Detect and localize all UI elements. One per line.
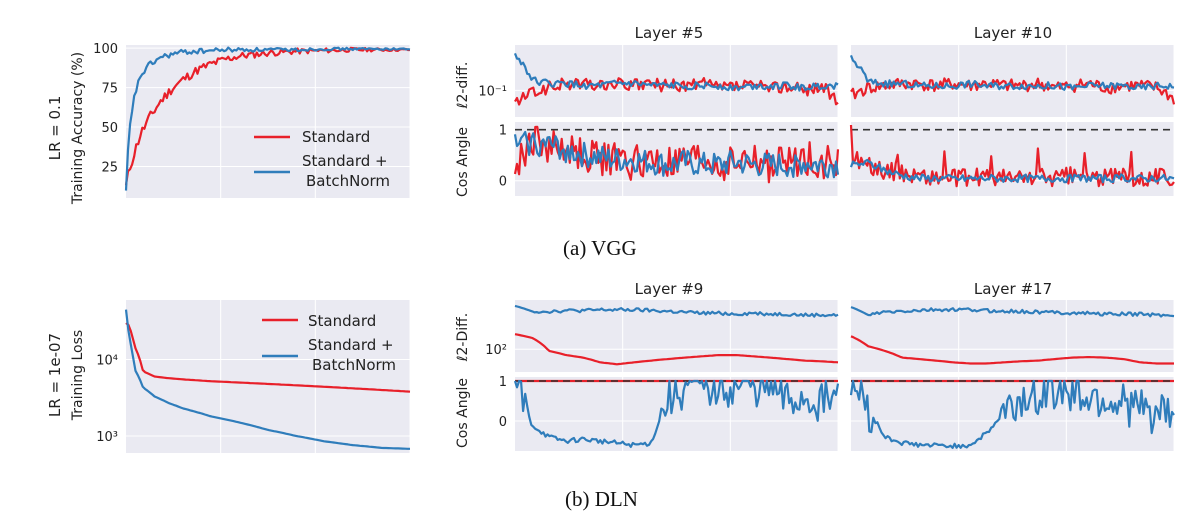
series-line-standard (850, 335, 1174, 365)
plot-vgg-l2-layer5: 10⁻¹ (478, 45, 839, 117)
y-tick-label: 0 (499, 175, 507, 190)
plot-dln-cos-layer17 (849, 377, 1175, 451)
plot-vgg-cos-layer10 (849, 122, 1175, 196)
caption-b: (b) DLN (565, 487, 638, 511)
title-layer5: Layer #5 (635, 24, 704, 42)
caption-a: (a) VGG (563, 236, 637, 260)
ylabel-cos-angle-b: Cos Angle (455, 378, 471, 448)
row-label-a: LR = 0.1 (46, 96, 64, 161)
plot-dln-l2-layer9: 10² (485, 300, 839, 372)
plot-vgg-cos-layer5: 10 (499, 122, 840, 196)
y-tick-label: 10³ (96, 430, 118, 445)
row-label-b: LR = 1e-07 (46, 333, 64, 417)
ylabel-l2-diff: ℓ2-diff. (455, 62, 471, 110)
y-tick-label: 1 (499, 124, 507, 139)
legend-label-batchnorm-1: Standard + (308, 336, 394, 354)
y-tick-label: 10² (485, 343, 507, 358)
legend-label-batchnorm-2: BatchNorm (312, 356, 396, 374)
plot-dln-cos-layer9: 10 (499, 375, 840, 451)
row-b-dln: LR = 1e-07 Training Loss 10³ 10⁴ Standard… (46, 280, 1175, 453)
series-line-batchnorm (124, 46, 411, 191)
legend-label-batchnorm-1: Standard + (302, 152, 388, 170)
series-line-batchnorm (849, 158, 1175, 184)
series-line-batchnorm (513, 379, 840, 448)
series-line-batchnorm (850, 306, 1175, 318)
series-line-standard (125, 322, 411, 393)
title-layer17: Layer #17 (974, 280, 1052, 298)
row-a-vgg: LR = 0.1 Training Accuracy (%) 25 50 75 100… (46, 24, 1176, 205)
legend-label-standard: Standard (302, 128, 370, 146)
legend-vgg: Standard Standard + BatchNorm (254, 128, 390, 190)
y-tick-label: 50 (101, 121, 118, 136)
title-layer10: Layer #10 (974, 24, 1052, 42)
plot-background (126, 300, 410, 453)
title-layer9: Layer #9 (635, 280, 704, 298)
series-line-batchnorm (849, 379, 1175, 449)
ylabel-accuracy: Training Accuracy (%) (70, 52, 86, 205)
legend-dln: Standard Standard + BatchNorm (262, 312, 396, 374)
series-line-batchnorm (513, 53, 839, 92)
y-tick-label: 1 (499, 375, 507, 390)
series-line-batchnorm (124, 309, 410, 450)
plot-dln-loss: 10³ 10⁴ (96, 300, 411, 453)
series-line-standard (124, 46, 410, 186)
y-tick-label: 100 (93, 42, 118, 57)
y-tick-label: 10⁴ (96, 354, 118, 369)
plot-dln-l2-layer17 (850, 300, 1175, 372)
y-tick-label: 10⁻¹ (478, 84, 507, 99)
plot-vgg-l2-layer10 (849, 45, 1176, 117)
series-line-batchnorm (513, 130, 840, 179)
ylabel-training-loss: Training Loss (70, 330, 86, 421)
plot-background (851, 122, 1174, 196)
y-tick-label: 25 (101, 160, 118, 175)
series-line-standard (850, 77, 1176, 105)
series-line-batchnorm (849, 55, 1175, 91)
legend-label-batchnorm-2: BatchNorm (306, 172, 390, 190)
y-tick-label: 0 (499, 415, 507, 430)
series-line-standard (514, 333, 839, 366)
ylabel-cos-angle-a: Cos Angle (455, 127, 471, 197)
legend-label-standard: Standard (308, 312, 376, 330)
series-line-batchnorm (514, 304, 839, 318)
ylabel-l2-diff-b: ℓ2-Diff. (455, 313, 471, 363)
y-tick-label: 75 (101, 82, 118, 97)
